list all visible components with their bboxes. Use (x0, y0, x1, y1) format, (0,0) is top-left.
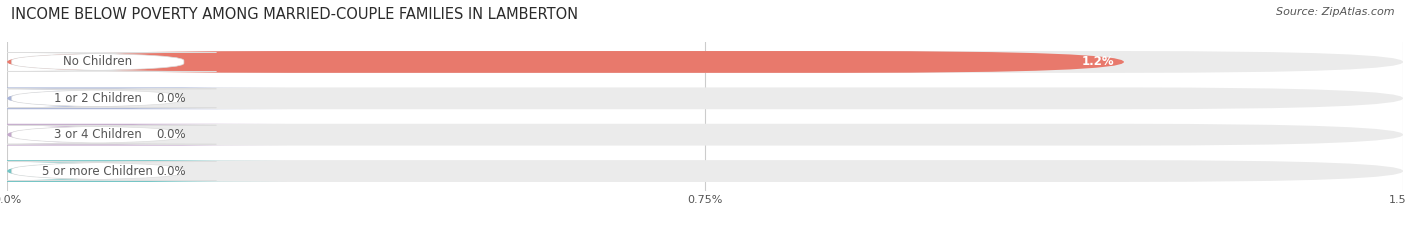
FancyBboxPatch shape (0, 162, 217, 181)
Text: No Children: No Children (63, 55, 132, 69)
Text: 1 or 2 Children: 1 or 2 Children (53, 92, 142, 105)
Text: 3 or 4 Children: 3 or 4 Children (53, 128, 142, 141)
FancyBboxPatch shape (7, 87, 1403, 109)
Text: 5 or more Children: 5 or more Children (42, 164, 153, 178)
FancyBboxPatch shape (7, 124, 1403, 146)
Text: Source: ZipAtlas.com: Source: ZipAtlas.com (1277, 7, 1395, 17)
Text: INCOME BELOW POVERTY AMONG MARRIED-COUPLE FAMILIES IN LAMBERTON: INCOME BELOW POVERTY AMONG MARRIED-COUPL… (11, 7, 578, 22)
Text: 1.2%: 1.2% (1083, 55, 1115, 69)
FancyBboxPatch shape (0, 52, 217, 71)
FancyBboxPatch shape (0, 87, 287, 109)
FancyBboxPatch shape (0, 160, 287, 182)
Text: 0.0%: 0.0% (156, 164, 186, 178)
FancyBboxPatch shape (0, 89, 217, 108)
FancyBboxPatch shape (7, 51, 1403, 73)
FancyBboxPatch shape (0, 125, 217, 144)
FancyBboxPatch shape (7, 160, 1403, 182)
Text: 0.0%: 0.0% (156, 92, 186, 105)
FancyBboxPatch shape (0, 124, 287, 146)
FancyBboxPatch shape (7, 51, 1123, 73)
Text: 0.0%: 0.0% (156, 128, 186, 141)
